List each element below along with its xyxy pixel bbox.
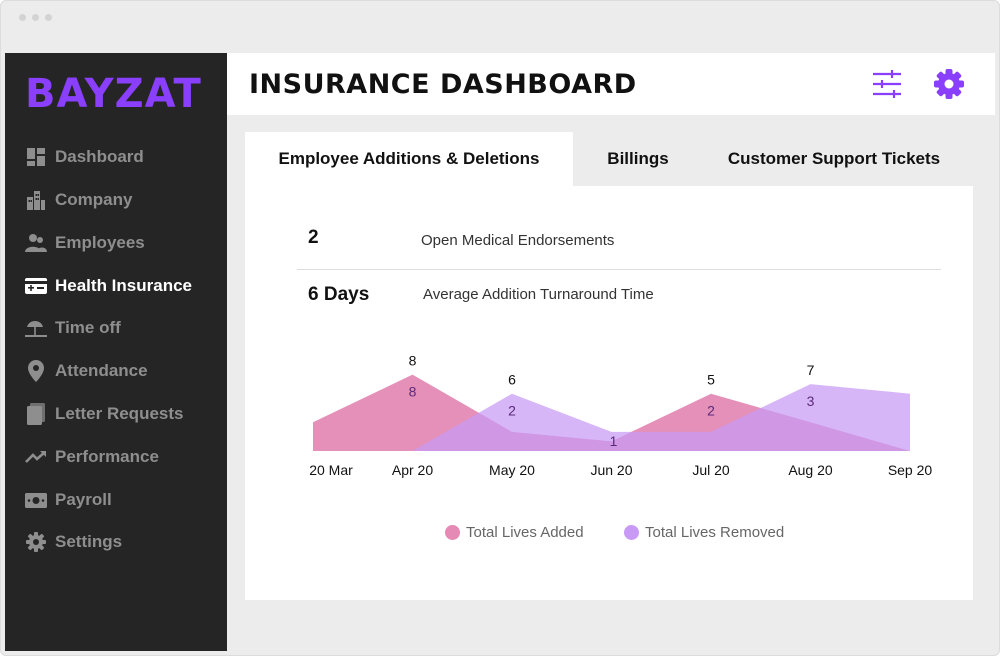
- stat-value: 2: [308, 227, 319, 248]
- sidebar: BAYZAT Dashboard Company Employees Healt…: [5, 53, 227, 651]
- x-tick-label: Jul 20: [692, 462, 730, 478]
- divider: [297, 269, 941, 270]
- x-tick-label: Jun 20: [590, 462, 632, 478]
- gear-icon[interactable]: [933, 68, 965, 100]
- data-label: 1: [610, 433, 618, 449]
- lives-area-chart: 8 6 5 7 8 1 2 2 3 20 Mar Apr 20 May 20 Jun 20 Jul 20 A…: [309, 353, 933, 478]
- data-label: 2: [508, 403, 516, 419]
- sidebar-item-settings[interactable]: Settings: [25, 529, 122, 555]
- sidebar-item-label: Employees: [55, 233, 145, 252]
- sidebar-item-company[interactable]: Company: [25, 187, 132, 213]
- peak-label: 8: [409, 353, 417, 369]
- document-icon: [25, 403, 47, 425]
- sidebar-item-time-off[interactable]: Time off: [25, 315, 121, 341]
- people-icon: [25, 232, 47, 254]
- page-header: INSURANCE DASHBOARD: [227, 53, 995, 115]
- location-pin-icon: [25, 360, 47, 382]
- cash-icon: [25, 489, 47, 511]
- sidebar-item-label: Letter Requests: [55, 404, 184, 423]
- gear-icon: [25, 531, 47, 553]
- trend-up-icon: [25, 446, 47, 468]
- peak-label: 7: [807, 362, 815, 378]
- data-label: 8: [409, 384, 417, 400]
- page-title: INSURANCE DASHBOARD: [249, 69, 637, 100]
- legend-label: Total Lives Added: [466, 523, 584, 541]
- tab-billings[interactable]: Billings: [607, 149, 669, 168]
- window-dot[interactable]: [45, 14, 52, 21]
- buildings-icon: [25, 189, 47, 211]
- sidebar-item-employees[interactable]: Employees: [25, 230, 145, 256]
- sidebar-item-label: Health Insurance: [55, 276, 192, 295]
- stat-value: 6 Days: [308, 284, 370, 305]
- tab-employee-additions-deletions[interactable]: Employee Additions & Deletions: [245, 132, 573, 186]
- beach-umbrella-icon: [25, 317, 47, 339]
- sidebar-item-payroll[interactable]: Payroll: [25, 487, 112, 513]
- legend-item-removed[interactable]: Total Lives Removed: [624, 522, 784, 542]
- sidebar-item-label: Settings: [55, 532, 123, 551]
- peak-label: 6: [508, 372, 516, 388]
- sliders-icon[interactable]: [871, 68, 903, 100]
- data-label: 2: [707, 403, 715, 419]
- legend-item-added[interactable]: Total Lives Added: [445, 522, 584, 542]
- sidebar-item-label: Payroll: [55, 490, 112, 509]
- legend-dot-icon: [445, 524, 460, 540]
- legend-dot-icon: [624, 524, 639, 540]
- sidebar-item-health-insurance[interactable]: Health Insurance: [25, 273, 192, 299]
- sidebar-item-label: Attendance: [55, 361, 148, 380]
- x-tick-label: May 20: [489, 462, 535, 478]
- x-tick-label: Aug 20: [788, 462, 833, 478]
- sidebar-item-label: Company: [55, 190, 133, 209]
- x-tick-label: Sep 20: [888, 462, 933, 478]
- data-label: 3: [807, 393, 815, 409]
- sidebar-item-performance[interactable]: Performance: [25, 444, 159, 470]
- sidebar-item-label: Dashboard: [55, 147, 144, 166]
- tab-customer-support-tickets[interactable]: Customer Support Tickets: [727, 149, 941, 168]
- sidebar-item-dashboard[interactable]: Dashboard: [25, 144, 144, 170]
- window-dot[interactable]: [32, 14, 39, 21]
- sidebar-item-attendance[interactable]: Attendance: [25, 358, 148, 384]
- stat-label: Average Addition Turnaround Time: [423, 286, 654, 303]
- area-series-removed[interactable]: [313, 384, 910, 451]
- dashboard-icon: [25, 146, 47, 168]
- sidebar-item-label: Time off: [55, 318, 121, 337]
- sidebar-item-letter-requests[interactable]: Letter Requests: [25, 401, 183, 427]
- bayzat-logo[interactable]: BAYZAT: [25, 71, 202, 117]
- insurance-card-icon: [25, 275, 47, 297]
- dashboard-card: Employee Additions & Deletions Billings …: [245, 132, 973, 600]
- peak-label: 5: [707, 372, 715, 388]
- sidebar-item-label: Performance: [55, 447, 159, 466]
- legend-label: Total Lives Removed: [645, 523, 785, 541]
- x-tick-label: Apr 20: [392, 462, 433, 478]
- tab-bar: Employee Additions & Deletions Billings …: [245, 132, 973, 186]
- x-tick-label: 20 Mar: [309, 462, 353, 478]
- stat-label: Open Medical Endorsements: [421, 232, 615, 249]
- window-dot[interactable]: [19, 14, 26, 21]
- window-titlebar: [1, 1, 999, 51]
